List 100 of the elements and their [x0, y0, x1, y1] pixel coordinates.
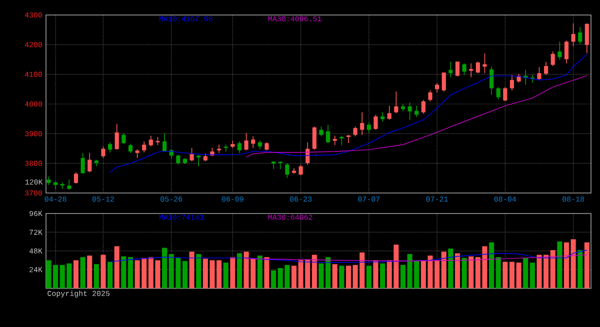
bar: [346, 266, 351, 288]
candlestick: [319, 126, 324, 137]
candlestick: [584, 22, 589, 54]
candlestick: [366, 122, 371, 133]
bar: [400, 264, 406, 288]
bar: [271, 270, 276, 288]
candlestick: [558, 41, 562, 60]
candlestick: [428, 90, 432, 102]
candlestick: [380, 112, 385, 122]
bar: [468, 256, 474, 288]
line-series: [110, 54, 588, 173]
candlestick: [550, 51, 555, 66]
bar: [530, 262, 535, 288]
bar: [236, 253, 242, 288]
bar: [373, 260, 378, 288]
bar: [557, 242, 562, 288]
bar: [128, 257, 133, 288]
candlestick: [216, 144, 222, 154]
candlestick: [114, 123, 119, 150]
candlestick: [408, 102, 412, 120]
bar: [189, 252, 194, 288]
candlestick: [142, 140, 146, 153]
candlestick: [332, 135, 337, 146]
candlestick: [108, 142, 112, 153]
bar: [100, 254, 106, 288]
bar: [516, 262, 522, 288]
candlestick: [196, 154, 201, 167]
candlestick: [353, 126, 358, 137]
candlestick: [60, 182, 64, 190]
bar: [326, 257, 331, 288]
bar: [584, 242, 590, 288]
bar: [550, 250, 556, 288]
candlestick: [101, 146, 106, 158]
bar: [462, 258, 467, 288]
candlestick: [190, 148, 194, 162]
bar: [182, 261, 188, 288]
candlestick: [312, 126, 316, 150]
candlestick: [564, 40, 569, 64]
candlestick: [503, 86, 508, 102]
candlestick: [244, 132, 248, 151]
candlestick: [489, 66, 494, 96]
bar: [380, 263, 386, 288]
candlestick: [326, 124, 330, 144]
candlestick: [67, 179, 72, 190]
candlestick: [482, 52, 487, 74]
candlestick: [462, 62, 466, 76]
bar: [318, 263, 324, 288]
candlestick: [421, 99, 426, 114]
candlestick: [360, 112, 364, 136]
bar: [502, 262, 508, 288]
candlestick: [285, 162, 290, 178]
bar: [230, 257, 236, 288]
candlestick: [442, 72, 446, 92]
candlestick: [448, 61, 453, 78]
candlestick: [148, 135, 153, 147]
bar: [162, 248, 168, 288]
bar: [73, 260, 78, 288]
bar: [87, 256, 92, 288]
bar: [196, 254, 202, 288]
bar: [523, 258, 528, 288]
bar: [448, 248, 454, 288]
bar: [434, 260, 440, 288]
candlestick: [374, 114, 378, 130]
candlestick: [298, 164, 303, 176]
bar: [564, 242, 569, 288]
bar: [544, 254, 549, 288]
bar: [291, 266, 296, 288]
candlestick: [74, 172, 78, 184]
bar: [496, 257, 501, 288]
candlestick: [340, 135, 344, 146]
candlestick: [128, 143, 133, 154]
candlestick: [434, 82, 440, 93]
bar: [312, 254, 317, 288]
bar: [536, 254, 542, 288]
candlestick: [88, 152, 92, 173]
bar: [366, 266, 372, 288]
line-series: [246, 254, 588, 262]
candlestick: [387, 105, 392, 120]
bar: [578, 250, 583, 288]
candlestick: [394, 91, 398, 114]
bar: [570, 239, 576, 288]
candlestick: [578, 26, 582, 44]
candlestick: [469, 62, 474, 78]
candlestick: [346, 134, 351, 144]
candlestick: [237, 140, 242, 154]
bar: [257, 256, 262, 288]
candlestick: [162, 132, 167, 152]
bar: [114, 246, 120, 288]
bar: [264, 257, 270, 288]
bar: [80, 257, 86, 288]
bar: [108, 262, 113, 288]
candlestick: [496, 86, 500, 100]
bar: [489, 242, 494, 288]
candlestick: [544, 61, 548, 76]
candlestick: [571, 22, 576, 47]
candlestick: [455, 61, 460, 77]
candlestick: [537, 66, 542, 80]
bar: [509, 262, 514, 288]
candlestick: [251, 136, 256, 148]
candlestick: [176, 154, 180, 165]
